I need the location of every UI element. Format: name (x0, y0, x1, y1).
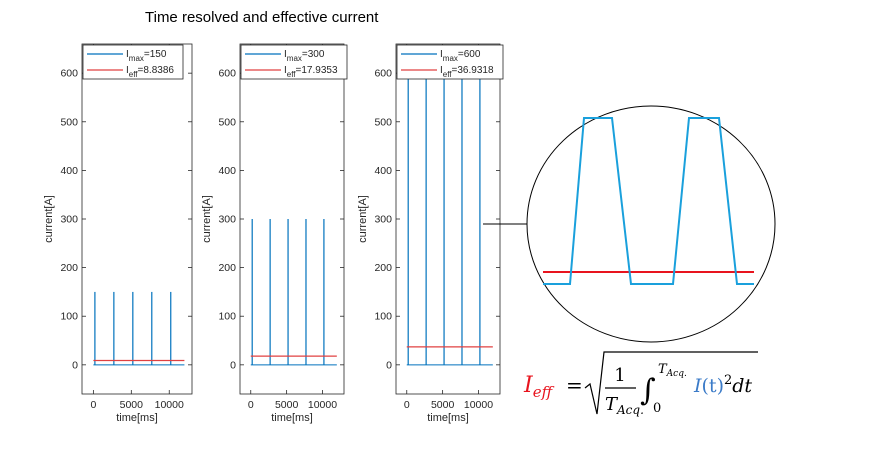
zoom-inset (483, 105, 776, 343)
x-tick-label: 0 (404, 399, 410, 411)
x-axis-label: time[ms] (427, 412, 469, 424)
figure-title: Time resolved and effective current (145, 9, 379, 26)
x-tick-label: 10000 (308, 399, 337, 411)
legend-box (396, 44, 504, 80)
formula-integral-sign: ∫ (640, 373, 656, 408)
y-tick-label: 0 (386, 359, 392, 371)
legend-entry-Ieff: Ieff=8.8386 (126, 65, 174, 79)
legend: Imax=600 Ieff=36.9318 (396, 44, 504, 80)
y-tick-label: 400 (218, 165, 236, 177)
legend-box (240, 44, 348, 80)
legend-box (82, 44, 184, 80)
y-tick-label: 500 (374, 116, 392, 128)
legend: Imax=150 Ieff=8.8386 (82, 44, 184, 80)
zoom-circle (526, 105, 776, 343)
y-tick-label: 300 (218, 214, 236, 226)
legend-entry-Ieff: Ieff=17.9353 (284, 65, 338, 79)
y-tick-label: 300 (374, 214, 392, 226)
x-tick-label: 5000 (120, 399, 144, 411)
zoom-pulse-waveform (543, 117, 754, 285)
axes-box (81, 43, 193, 395)
x-tick-label: 0 (90, 399, 96, 411)
formula-integrand: I(t)2dt (693, 373, 752, 397)
x-tick-label: 10000 (155, 399, 184, 411)
plot-area (250, 219, 337, 366)
formula-equals: = (566, 373, 583, 397)
formula-radical (584, 351, 758, 415)
formula-lower-limit: 0 (653, 401, 661, 416)
legend-entry-Imax: Imax=300 (284, 49, 325, 63)
plot-area (93, 291, 185, 366)
y-tick-label: 100 (60, 311, 78, 323)
y-tick-label: 100 (218, 311, 236, 323)
legend-entry-Ieff: Ieff=36.9318 (440, 65, 494, 79)
axes-box (239, 43, 345, 395)
legend-entry-Imax: Imax=600 (440, 49, 481, 63)
y-tick-label: 0 (72, 359, 78, 371)
x-tick-label: 0 (248, 399, 254, 411)
y-tick-label: 100 (374, 311, 392, 323)
y-axis-label: current[A] (43, 195, 55, 243)
y-tick-label: 200 (374, 262, 392, 274)
x-axis-label: time[ms] (116, 412, 158, 424)
y-tick-label: 500 (60, 116, 78, 128)
axes-box (395, 43, 501, 395)
y-tick-label: 600 (60, 68, 78, 80)
x-tick-label: 5000 (431, 399, 455, 411)
y-tick-label: 400 (60, 165, 78, 177)
y-tick-label: 600 (374, 68, 392, 80)
y-axis-label: current[A] (357, 195, 369, 243)
formula-denominator: TAcq. (605, 394, 644, 417)
x-tick-label: 5000 (275, 399, 299, 411)
formula-numerator: 1 (614, 365, 625, 386)
y-tick-label: 300 (60, 214, 78, 226)
formula-upper-limit: TAcq. (658, 362, 687, 379)
y-tick-label: 500 (218, 116, 236, 128)
legend: Imax=300 Ieff=17.9353 (240, 44, 348, 80)
formula-lhs: Ieff (523, 373, 555, 401)
x-tick-label: 10000 (464, 399, 493, 411)
y-tick-label: 400 (374, 165, 392, 177)
y-tick-label: 0 (230, 359, 236, 371)
plot-area (406, 73, 493, 366)
effective-current-formula: Ieff = 1 TAcq.∫TAcq. 0 I(t)2dt (523, 351, 758, 417)
x-axis-label: time[ms] (271, 412, 313, 424)
y-tick-label: 200 (218, 262, 236, 274)
y-tick-label: 600 (218, 68, 236, 80)
y-axis-label: current[A] (201, 195, 213, 243)
y-tick-label: 200 (60, 262, 78, 274)
legend-entry-Imax: Imax=150 (126, 49, 167, 63)
